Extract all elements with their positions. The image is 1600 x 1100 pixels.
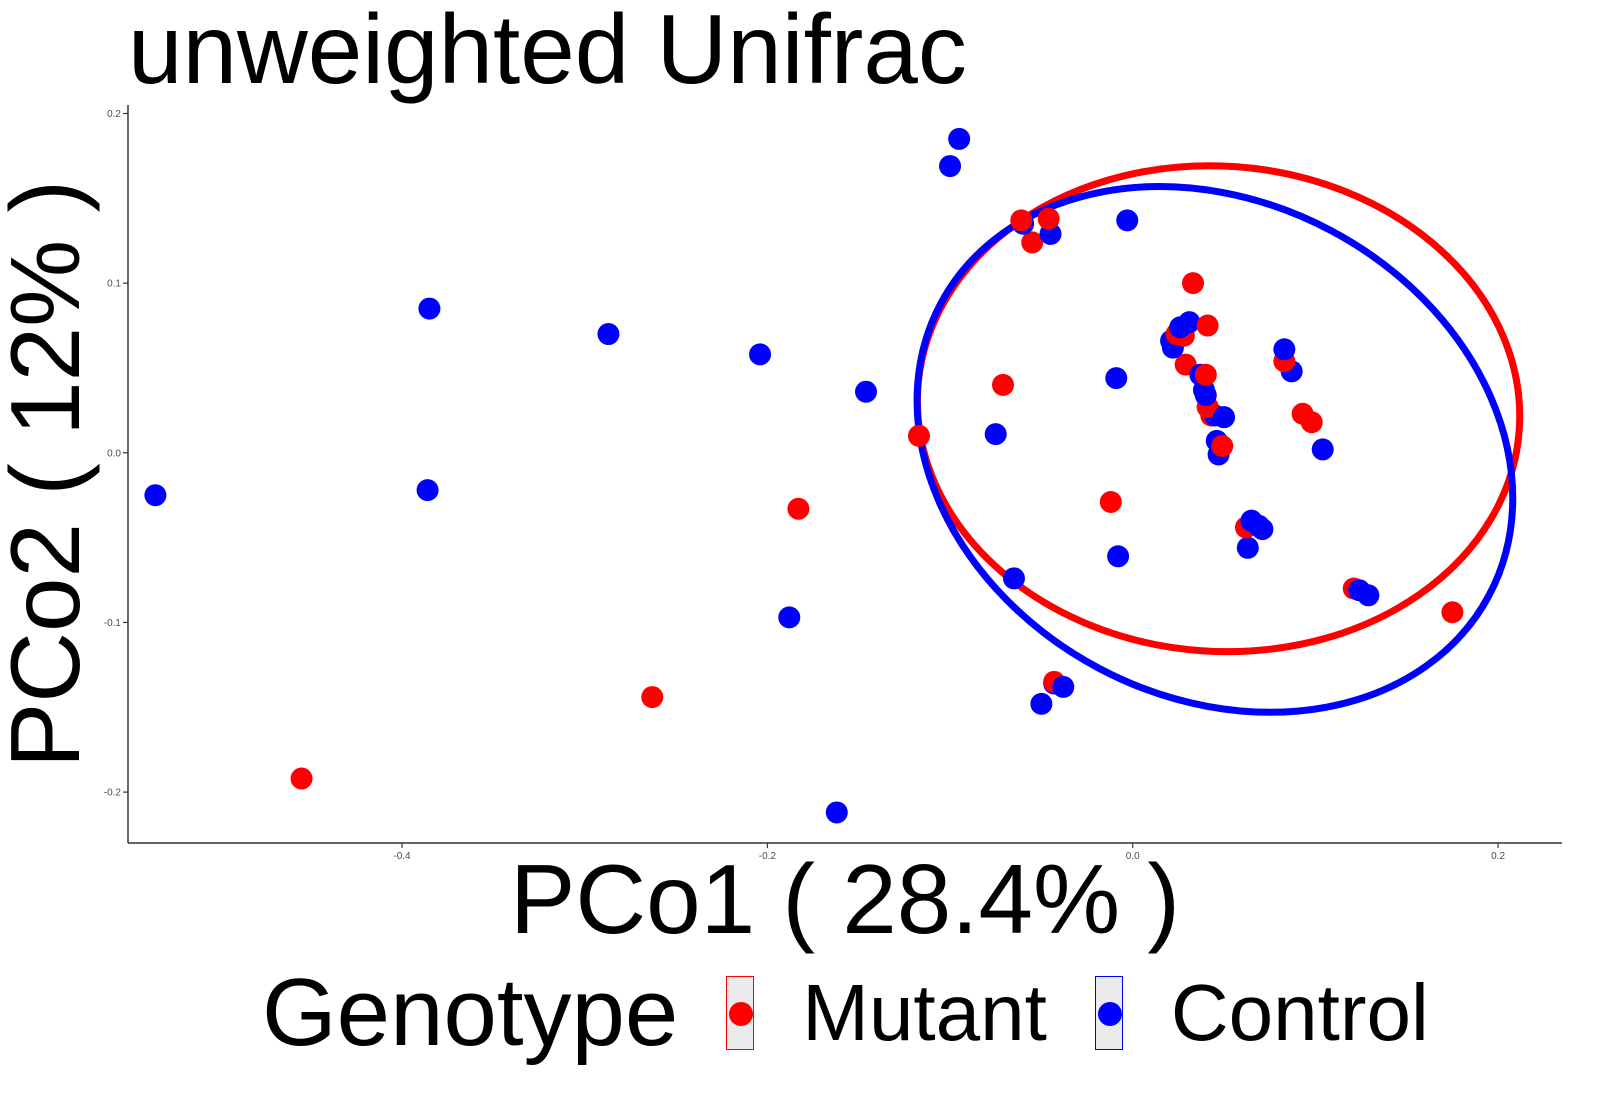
data-point-mutant <box>1037 207 1060 230</box>
legend-item-control: Control <box>1094 968 1429 1057</box>
data-point-control <box>1052 675 1075 698</box>
legend-dot-control <box>1097 1002 1122 1026</box>
data-point-mutant <box>1196 314 1219 337</box>
legend-dot-mutant <box>729 1002 754 1026</box>
data-point-mutant <box>1010 209 1033 232</box>
y-tick-label: -0.1 <box>104 618 122 629</box>
x-tick-label: 0.0 <box>1126 851 1140 862</box>
data-point-mutant <box>290 767 313 790</box>
data-point-control <box>597 323 620 346</box>
data-point-control <box>1030 692 1053 715</box>
data-point-mutant <box>1194 363 1217 386</box>
y-tick-label: 0.1 <box>107 279 121 290</box>
data-point-mutant <box>1211 435 1234 458</box>
data-point-control <box>144 484 167 507</box>
axis-layer <box>127 105 1562 844</box>
data-point-control <box>825 801 848 824</box>
data-point-mutant <box>1099 490 1122 513</box>
data-point-control <box>1236 536 1259 559</box>
data-point-control <box>1247 514 1270 537</box>
legend-key-mutant <box>726 976 755 1050</box>
point-layer <box>144 127 1464 824</box>
data-point-control <box>1311 438 1334 461</box>
y-tick-label: -0.2 <box>104 788 122 799</box>
data-point-control <box>416 479 439 502</box>
legend: Genotype Mutant Control <box>262 959 1477 1066</box>
data-point-control <box>1357 584 1380 607</box>
data-point-mutant <box>641 686 664 709</box>
data-point-mutant <box>1021 231 1044 254</box>
confidence-ellipse-control <box>913 183 1517 716</box>
data-point-control <box>1273 338 1296 361</box>
data-point-control <box>1213 406 1236 429</box>
data-point-control <box>939 155 962 178</box>
data-point-control <box>418 297 441 320</box>
ellipse-layer <box>913 162 1524 716</box>
x-axis-label: PCo1 ( 28.4% ) <box>510 844 1180 954</box>
y-tick-label: 0.0 <box>107 448 121 459</box>
data-point-mutant <box>1181 272 1204 295</box>
tick-layer: -0.4 -0.2 0.0 0.2 -0.2 -0.1 0.0 0.1 0.2 <box>104 109 1506 862</box>
data-point-control <box>1116 209 1139 232</box>
legend-key-control <box>1094 976 1123 1050</box>
data-point-mutant <box>907 424 930 447</box>
data-point-control <box>1002 567 1025 590</box>
data-point-mutant <box>787 497 810 520</box>
x-tick-label: -0.2 <box>759 851 777 862</box>
legend-label-mutant: Mutant <box>802 968 1047 1057</box>
x-tick-label: 0.2 <box>1491 851 1505 862</box>
x-tick-label: -0.4 <box>393 851 411 862</box>
y-axis-label: PCo2 ( 12% ) <box>0 179 100 769</box>
data-point-mutant <box>1300 411 1323 434</box>
legend-title: Genotype <box>262 959 679 1066</box>
data-point-mutant <box>992 373 1015 396</box>
chart-title: unweighted Unifrac <box>128 0 967 104</box>
y-tick-label: 0.2 <box>107 109 121 120</box>
data-point-mutant <box>1441 601 1464 624</box>
data-point-control <box>1105 367 1128 390</box>
data-point-control <box>984 423 1007 446</box>
data-point-control <box>1107 545 1130 568</box>
legend-item-mutant: Mutant <box>726 973 1047 1053</box>
data-point-control <box>778 606 801 629</box>
data-point-control <box>749 343 772 366</box>
data-point-control <box>1178 311 1201 334</box>
data-point-control <box>855 380 878 403</box>
legend-label-control: Control <box>1170 968 1429 1057</box>
data-point-control <box>948 127 971 150</box>
